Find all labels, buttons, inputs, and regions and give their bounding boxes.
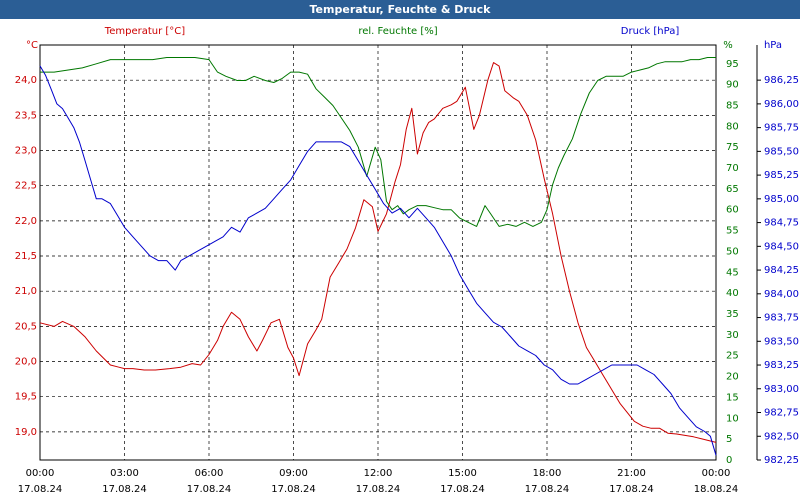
x-tick-time-label: 12:00 <box>364 468 393 479</box>
right-axis-unit: hPa <box>764 40 782 51</box>
right-axis-tick-label: 984,50 <box>764 241 799 252</box>
x-tick-date-label: 17.08.24 <box>102 484 147 495</box>
x-tick-date-label: 17.08.24 <box>609 484 654 495</box>
humidity-series-label: rel. Feuchte [%] <box>358 26 437 37</box>
middle-axis-tick-label: 65 <box>726 184 739 195</box>
middle-axis-tick-label: 5 <box>726 434 732 445</box>
right-axis-tick-label: 986,00 <box>764 99 799 110</box>
middle-axis-tick-label: 90 <box>726 80 739 91</box>
middle-axis-tick-label: 35 <box>726 309 739 320</box>
left-axis-tick-label: 20,0 <box>15 357 37 368</box>
right-axis-tick-label: 985,75 <box>764 123 799 134</box>
right-axis-tick-label: 986,25 <box>764 75 799 86</box>
left-axis-tick-label: 23,0 <box>15 146 37 157</box>
right-axis-tick-label: 983,50 <box>764 336 799 347</box>
middle-axis-tick-label: 50 <box>726 246 739 257</box>
left-axis-tick-label: 21,5 <box>15 251 37 262</box>
middle-axis-tick-label: 40 <box>726 288 739 299</box>
right-axis-tick-label: 984,75 <box>764 218 799 229</box>
middle-axis-tick-label: 30 <box>726 330 739 341</box>
x-tick-date-label: 17.08.24 <box>356 484 401 495</box>
right-axis-tick-label: 984,25 <box>764 265 799 276</box>
left-axis-tick-label: 22,5 <box>15 181 37 192</box>
middle-axis-tick-label: 0 <box>726 455 732 466</box>
x-tick-date-label: 17.08.24 <box>271 484 316 495</box>
middle-axis-tick-label: 85 <box>726 100 739 111</box>
x-tick-date-label: 18.08.24 <box>694 484 739 495</box>
pressure-series-line <box>39 65 717 456</box>
middle-axis-tick-label: 95 <box>726 59 739 70</box>
right-axis-tick-label: 984,00 <box>764 289 799 300</box>
middle-axis-unit: % <box>723 40 733 51</box>
left-axis-unit: °C <box>26 40 38 51</box>
left-axis-tick-label: 24,0 <box>15 75 37 86</box>
middle-axis-tick-label: 15 <box>726 392 739 403</box>
middle-axis-tick-label: 25 <box>726 351 739 362</box>
x-tick-date-label: 17.08.24 <box>187 484 232 495</box>
left-axis-tick-label: 19,5 <box>15 392 37 403</box>
left-axis-tick-label: 20,5 <box>15 321 37 332</box>
middle-axis-tick-label: 10 <box>726 413 739 424</box>
middle-axis-tick-label: 80 <box>726 121 739 132</box>
temperature-series-label: Temperatur [°C] <box>104 26 185 37</box>
x-tick-time-label: 00:00 <box>702 468 731 479</box>
x-tick-time-label: 03:00 <box>110 468 139 479</box>
humidity-series-line <box>40 57 716 227</box>
right-axis-tick-label: 985,50 <box>764 146 799 157</box>
temperature-series-line <box>39 62 717 443</box>
x-tick-time-label: 00:00 <box>26 468 55 479</box>
x-tick-time-label: 21:00 <box>617 468 646 479</box>
left-axis-tick-label: 21,0 <box>15 286 37 297</box>
left-axis-tick-label: 23,5 <box>15 110 37 121</box>
right-axis-tick-label: 982,50 <box>764 431 799 442</box>
left-axis-tick-label: 22,0 <box>15 216 37 227</box>
right-axis-tick-label: 983,00 <box>764 384 799 395</box>
middle-axis-tick-label: 75 <box>726 142 739 153</box>
right-axis-tick-label: 982,25 <box>764 455 799 466</box>
middle-axis-tick-label: 20 <box>726 372 739 383</box>
x-tick-time-label: 18:00 <box>533 468 562 479</box>
middle-axis-tick-label: 70 <box>726 163 739 174</box>
x-tick-date-label: 17.08.24 <box>18 484 63 495</box>
chart-title: Temperatur, Feuchte & Druck <box>0 0 800 19</box>
x-tick-date-label: 17.08.24 <box>525 484 570 495</box>
right-axis-tick-label: 983,25 <box>764 360 799 371</box>
middle-axis-tick-label: 60 <box>726 205 739 216</box>
right-axis-tick-label: 983,75 <box>764 313 799 324</box>
middle-axis-tick-label: 45 <box>726 267 739 278</box>
x-tick-time-label: 15:00 <box>448 468 477 479</box>
right-axis-tick-label: 985,00 <box>764 194 799 205</box>
right-axis-tick-label: 985,25 <box>764 170 799 181</box>
x-tick-date-label: 17.08.24 <box>440 484 485 495</box>
middle-axis-tick-label: 55 <box>726 226 739 237</box>
x-tick-time-label: 06:00 <box>195 468 224 479</box>
right-axis-tick-label: 982,75 <box>764 408 799 419</box>
left-axis-tick-label: 19,0 <box>15 427 37 438</box>
x-tick-time-label: 09:00 <box>279 468 308 479</box>
pressure-series-label: Druck [hPa] <box>621 26 680 37</box>
